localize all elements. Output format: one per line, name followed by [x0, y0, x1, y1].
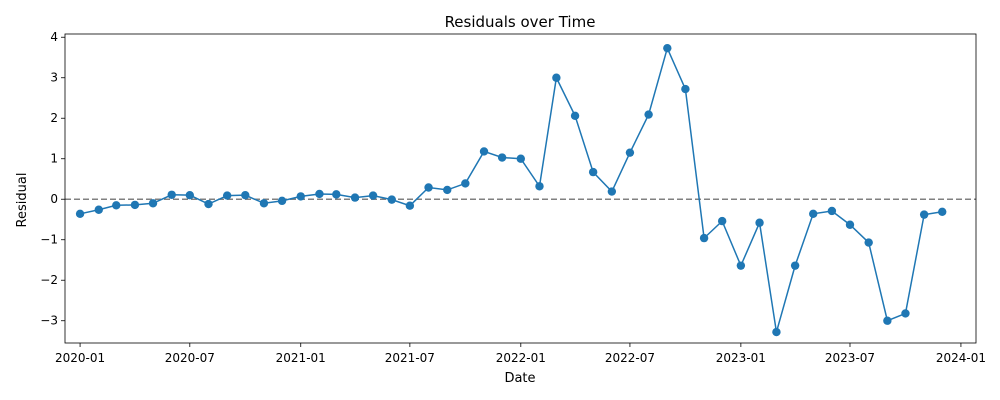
y-tick-label: −2 [40, 273, 58, 287]
data-point [625, 148, 635, 157]
y-axis: −3 −2 −1 0 1 2 3 4 [40, 30, 65, 328]
data-point [845, 220, 855, 229]
data-point [94, 205, 103, 214]
data-point [535, 182, 544, 191]
data-point [736, 261, 746, 270]
data-point [919, 210, 929, 219]
x-tick-label: 2020-07 [165, 351, 215, 365]
x-tick-label: 2024-01 [936, 351, 986, 365]
y-tick-label: 1 [50, 152, 58, 166]
data-point [277, 196, 287, 206]
data-point [185, 190, 195, 200]
data-point [222, 191, 232, 200]
x-tick-label: 2020-01 [55, 351, 105, 365]
data-point [663, 43, 672, 53]
data-point [809, 209, 818, 219]
data-point [644, 110, 653, 119]
y-tick-label: 3 [50, 71, 58, 85]
data-point [699, 233, 709, 243]
data-point [772, 327, 781, 337]
chart-title: Residuals over Time [445, 13, 596, 31]
series-line [79, 45, 943, 333]
x-axis-title: Date [504, 371, 535, 386]
data-point [259, 199, 269, 208]
data-point [405, 201, 415, 210]
data-point [827, 206, 837, 216]
data-point [516, 154, 526, 163]
data-point [497, 153, 507, 162]
x-axis: 2020-01 2020-07 2021-01 2021-07 2022-01 2022-… [55, 343, 986, 365]
y-tick-label: −3 [40, 314, 58, 328]
data-point [368, 191, 378, 200]
y-axis-title: Residual [15, 173, 30, 228]
plot-area [64, 33, 977, 344]
x-tick-label: 2023-07 [825, 351, 875, 365]
data-point [315, 189, 324, 199]
data-point [570, 111, 580, 121]
data-point [350, 193, 360, 202]
data-point [387, 195, 396, 204]
data-point [443, 185, 452, 195]
data-point [681, 84, 690, 94]
y-tick-label: 4 [50, 30, 58, 44]
y-tick-label: 2 [50, 111, 58, 125]
data-point [552, 73, 561, 82]
data-point [332, 190, 341, 199]
x-tick-label: 2021-07 [385, 351, 435, 365]
data-point [241, 190, 250, 200]
x-tick-label: 2021-01 [276, 351, 326, 365]
x-tick-label: 2022-07 [605, 351, 655, 365]
data-point [204, 199, 213, 209]
data-point [167, 190, 176, 199]
data-point [864, 238, 873, 247]
data-point [148, 199, 158, 208]
y-tick-label: 0 [50, 192, 58, 206]
data-point [790, 261, 800, 270]
data-point [588, 167, 598, 177]
data-point [130, 200, 140, 210]
y-tick-label: −1 [40, 233, 58, 247]
data-point [75, 209, 85, 219]
data-point [938, 207, 947, 216]
data-point [296, 192, 305, 201]
data-point [424, 183, 433, 192]
data-point [607, 187, 617, 196]
plot-frame [64, 33, 977, 344]
data-point [479, 147, 489, 156]
data-point [717, 216, 727, 226]
data-point [112, 201, 121, 210]
x-tick-label: 2023-01 [716, 351, 766, 365]
data-point [883, 316, 892, 325]
data-point [901, 309, 910, 318]
data-point [755, 218, 764, 227]
x-tick-label: 2022-01 [496, 351, 546, 365]
data-point [461, 179, 470, 188]
